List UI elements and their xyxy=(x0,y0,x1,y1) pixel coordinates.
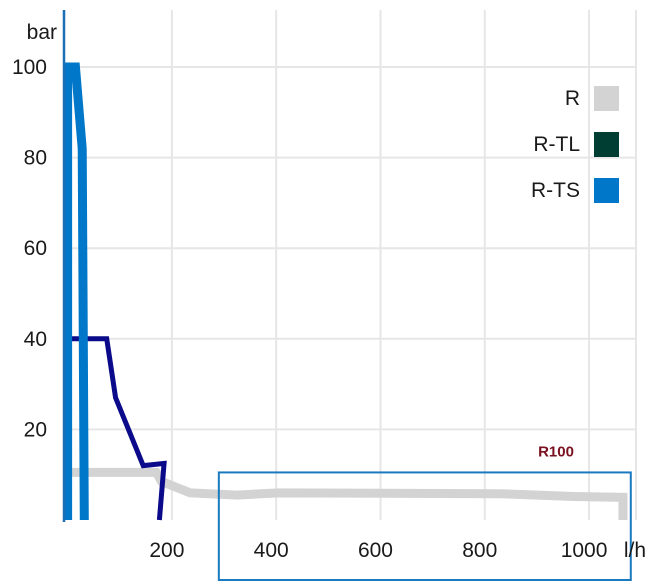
tick-labels: 20 40 60 80 100 200 400 600 800 1000 xyxy=(12,56,607,562)
legend-swatch xyxy=(594,86,619,111)
r100-label: R100 xyxy=(538,443,574,460)
x-tick-label: 400 xyxy=(254,539,289,562)
legend-label: R-TS xyxy=(531,179,580,202)
r100-range-box xyxy=(217,471,632,581)
legend-label: R-TL xyxy=(533,133,580,156)
y-tick-label: 80 xyxy=(24,147,47,170)
series-line-unlabeled-3 xyxy=(63,62,89,521)
axes: bar l/h xyxy=(27,10,646,562)
y-axis-unit: bar xyxy=(27,21,57,44)
x-tick-label: 800 xyxy=(462,539,497,562)
y-tick-label: 40 xyxy=(24,328,47,351)
y-tick-label: 60 xyxy=(24,237,47,260)
x-tick-label: 1000 xyxy=(561,539,608,562)
grid-lines xyxy=(65,10,637,520)
legend: R R-TL R-TS xyxy=(531,86,619,203)
series-layer xyxy=(63,62,628,521)
x-axis-unit: l/h xyxy=(624,539,646,562)
x-tick-label: 600 xyxy=(358,539,393,562)
legend-swatch xyxy=(594,132,619,157)
y-tick-label: 20 xyxy=(24,418,47,441)
series-line-r xyxy=(67,467,628,520)
legend-swatch xyxy=(594,178,619,203)
series-line-unlabeled-2 xyxy=(67,336,167,521)
annotation-layer: R100 xyxy=(217,443,632,581)
y-tick-label: 100 xyxy=(12,56,47,79)
x-tick-label: 200 xyxy=(149,539,184,562)
legend-label: R xyxy=(565,87,580,110)
